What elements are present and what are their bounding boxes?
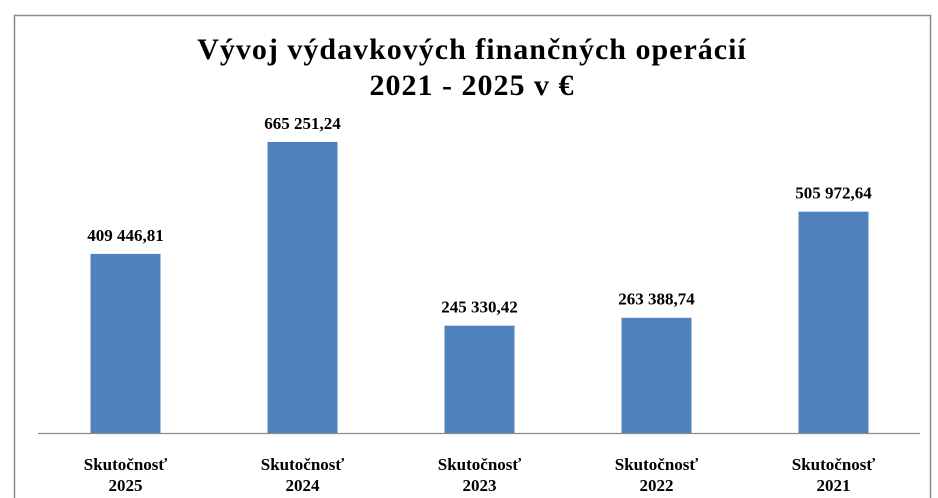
x-tick-label: Skutočnosť 2024 — [261, 455, 345, 495]
bar — [90, 253, 161, 433]
bar — [798, 211, 869, 433]
bar — [444, 325, 515, 433]
x-tick-label: Skutočnosť 2025 — [84, 455, 168, 495]
x-tick-label: Skutočnosť 2023 — [438, 455, 522, 495]
data-label: 263 388,74 — [618, 290, 695, 309]
bar — [267, 142, 338, 433]
data-label: 245 330,42 — [441, 298, 518, 317]
data-label: 409 446,81 — [87, 226, 164, 245]
x-tick-label: Skutočnosť 2021 — [792, 455, 876, 495]
x-tick-label: Skutočnosť 2022 — [615, 455, 699, 495]
data-label: 665 251,24 — [264, 114, 341, 133]
data-label: 505 972,64 — [795, 184, 872, 203]
bar — [621, 317, 692, 433]
chart-title: Vývoj výdavkových finančných operácií — [197, 33, 747, 66]
chart-title: 2021 - 2025 v € — [370, 69, 575, 102]
